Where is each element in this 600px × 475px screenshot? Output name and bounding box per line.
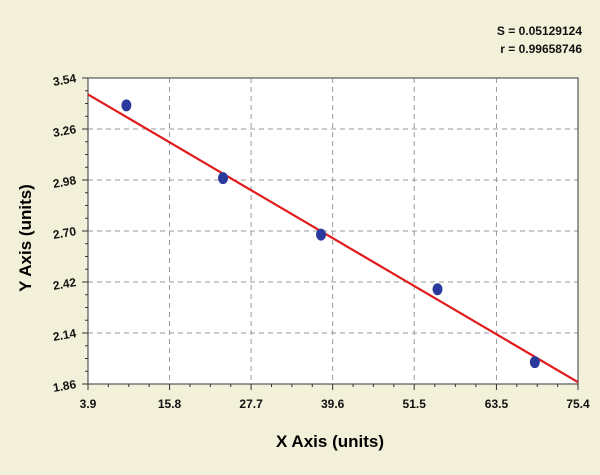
grid (88, 78, 578, 384)
y-tick-label: 2.14 (52, 326, 78, 344)
data-point (316, 228, 327, 241)
x-tick-label: 15.8 (158, 397, 182, 411)
y-tick-label: 2.98 (52, 173, 78, 191)
x-tick-label: 75.4 (566, 397, 590, 411)
y-tick-label: 3.54 (52, 71, 78, 89)
y-tick-label: 3.26 (52, 122, 78, 140)
x-axis-label: X Axis (units) (276, 432, 384, 451)
y-axis-label: Y Axis (units) (16, 184, 35, 292)
regression-line (87, 93, 579, 384)
y-tick-label: 2.42 (52, 275, 78, 293)
data-points (121, 99, 540, 369)
x-tick-label: 27.7 (239, 397, 263, 411)
x-tick-label: 3.9 (80, 397, 97, 411)
axis-ticks: 3.9 15.8 27.7 39.6 51.5 63.5 75.4 1.86 2.14 2.42 2… (52, 71, 590, 411)
x-tick-label: 51.5 (403, 397, 427, 411)
data-point (121, 99, 132, 112)
x-tick-label: 39.6 (321, 397, 345, 411)
y-tick-label: 2.70 (52, 224, 78, 242)
stat-s-value: S = 0.05129124 (496, 24, 582, 38)
data-point (529, 356, 540, 369)
stat-r-value: r = 0.99658746 (500, 42, 582, 56)
x-tick-label: 63.5 (485, 397, 509, 411)
data-point (218, 172, 229, 185)
data-point (432, 283, 443, 296)
y-tick-label: 1.86 (52, 377, 78, 395)
